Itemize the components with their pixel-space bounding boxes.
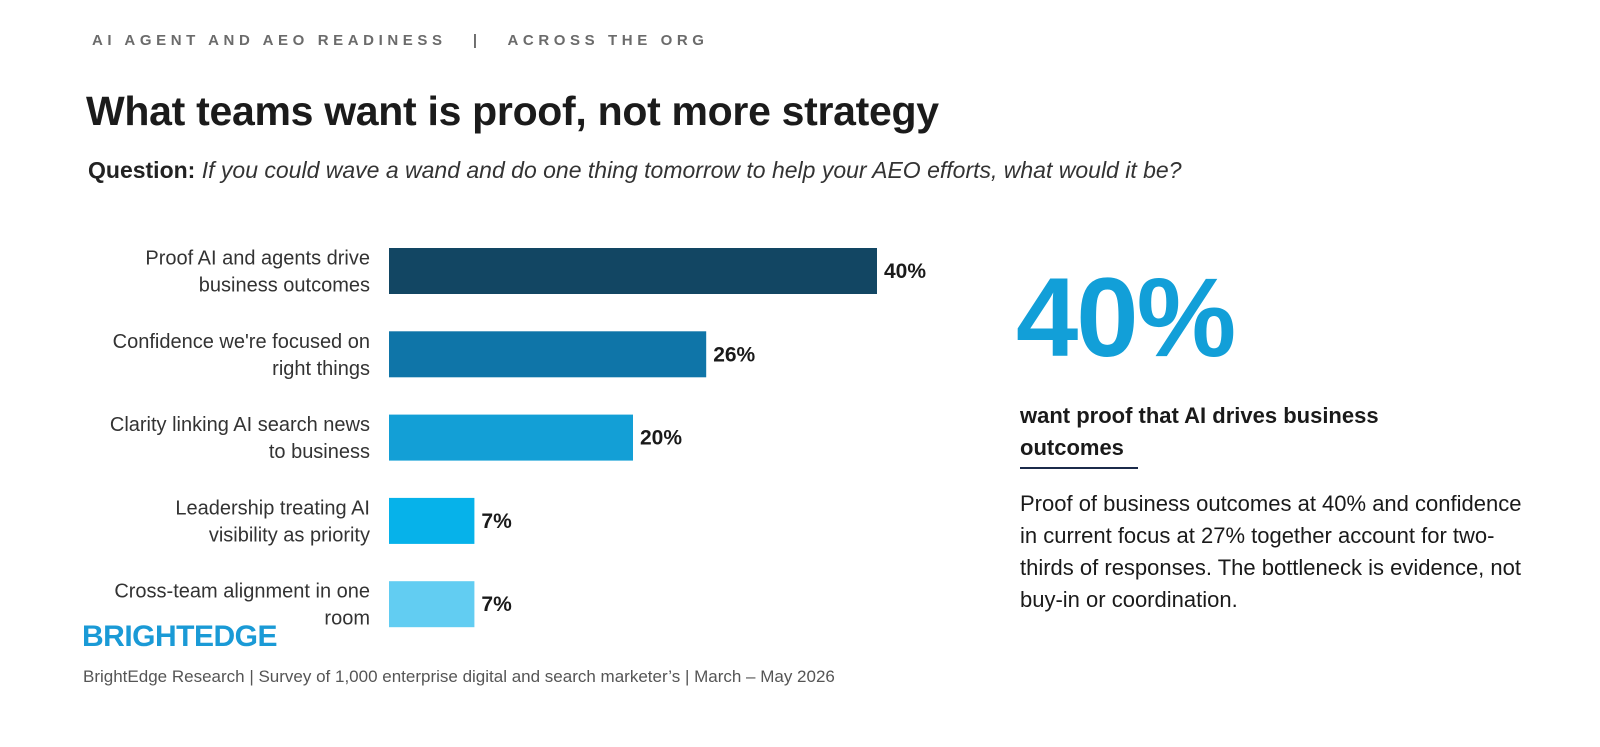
category-label-5: Cross-team alignment in one room bbox=[114, 581, 370, 630]
stat-caption: want proof that AI drives business outco… bbox=[1020, 403, 1379, 460]
value-label-4: 7% bbox=[481, 510, 512, 533]
value-label-3: 20% bbox=[640, 427, 682, 450]
brightedge-logo: BRIGHTEDGE bbox=[82, 620, 278, 653]
value-label-2: 26% bbox=[713, 343, 755, 366]
source-footnote: BrightEdge Research | Survey of 1,000 en… bbox=[83, 667, 835, 686]
category-label-line: Leadership treating AI bbox=[175, 497, 370, 519]
question-text: If you could wave a wand and do one thin… bbox=[201, 157, 1182, 183]
category-label-line: Confidence we're focused on bbox=[113, 331, 370, 353]
bar-2 bbox=[389, 331, 707, 378]
bar-4 bbox=[389, 497, 475, 544]
category-label-line: Proof AI and agents drive bbox=[145, 248, 370, 270]
category-label-line: Clarity linking AI search news bbox=[110, 414, 370, 436]
category-label-line: visibility as priority bbox=[209, 524, 370, 546]
caption-underline bbox=[1020, 467, 1138, 469]
category-label-line: Cross-team alignment in one bbox=[114, 581, 370, 603]
category-label-4: Leadership treating AI visibility as prio… bbox=[175, 497, 370, 546]
category-label-line: right things bbox=[272, 358, 370, 380]
category-label-line: business outcomes bbox=[199, 275, 370, 297]
highlight-stat: 40% bbox=[1016, 255, 1236, 380]
page-title: What teams want is proof, not more strat… bbox=[86, 88, 939, 134]
category-label-line: room bbox=[324, 608, 370, 630]
question-label: Question: bbox=[88, 157, 196, 183]
survey-question: Question: If you could wave a wand and d… bbox=[88, 157, 1182, 184]
bar-1 bbox=[389, 248, 877, 294]
eyebrow-label: AI AGENT AND AEO READINESS | ACROSS THE … bbox=[92, 32, 709, 49]
value-label-5: 7% bbox=[481, 593, 512, 616]
bar-3 bbox=[389, 414, 633, 461]
value-label-1: 40% bbox=[884, 260, 926, 283]
bar-chart: 40% Proof AI and agents drive business out… bbox=[110, 248, 926, 630]
summary-paragraph: Proof of business outcomes at 40% and co… bbox=[1020, 491, 1522, 612]
category-label-line: to business bbox=[269, 441, 370, 463]
category-label-2: Confidence we're focused on right things bbox=[113, 331, 370, 380]
category-label-3: Clarity linking AI search news to busines… bbox=[110, 414, 370, 463]
bar-5 bbox=[389, 581, 475, 628]
category-label-1: Proof AI and agents drive business outcom… bbox=[145, 248, 370, 297]
